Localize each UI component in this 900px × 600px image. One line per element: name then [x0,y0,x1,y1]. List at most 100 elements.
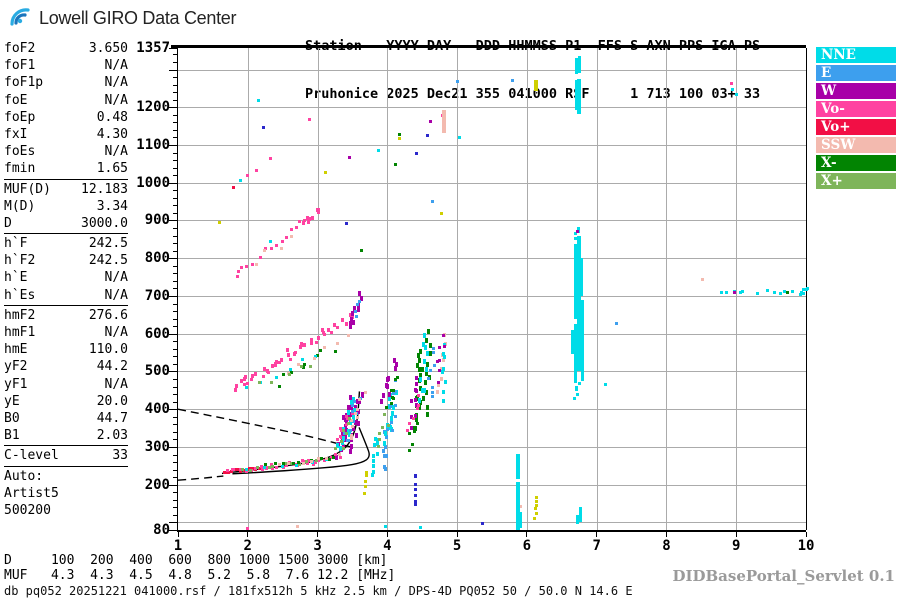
echo-dot [244,264,248,268]
echo-dot [310,341,314,345]
param-value: N/A [104,376,128,392]
echo-dot [270,380,274,384]
echo-dot [438,345,442,349]
echo-dot [311,215,315,220]
echo-dot [441,366,445,371]
echo-dot [340,439,344,445]
echo-dot [344,428,348,433]
echo-dot [442,344,446,348]
echo-dot [342,432,346,436]
echo-dot [261,125,265,129]
echo-dot [317,459,321,463]
echo-dot [419,376,423,382]
echo-dot [311,462,315,466]
echo-dot [573,396,577,400]
echo-dot [274,364,278,368]
echo-dot [351,425,355,431]
echo-dot [441,398,445,403]
x-major-tick [317,532,319,537]
panel-divider [4,178,128,180]
echo-dot [481,522,485,526]
echo-dot [772,291,776,295]
param-label: MUF(D) [4,181,51,197]
echo-dot [265,368,269,373]
echo-dot [441,369,445,374]
echo-dot [275,360,279,365]
param-row: fmin 1.65 [4,160,128,177]
y-minor-tick [173,69,177,71]
echo-dot [415,394,419,400]
y-minor-tick [173,77,177,79]
echo-dot [335,454,339,460]
echo-dot [765,289,769,293]
param-row: MUF(D) 12.183 [4,181,128,198]
param-value: 44.2 [96,359,128,375]
echo-dot [354,310,358,314]
param-value: 44.7 [96,410,128,426]
echo-dot [244,374,248,379]
echo-dot [351,425,355,429]
echo-dot [273,462,277,466]
echo-dot [321,330,325,334]
echo-dot [390,388,394,392]
echo-dot [253,467,257,471]
y-minor-tick [173,129,177,131]
echo-dot [381,393,385,399]
echo-dot [457,135,461,139]
param-value: 3.650 [88,41,128,56]
y-axis-tick-label: 200 [144,476,170,493]
y-minor-tick [173,386,177,388]
echo-dot [382,464,386,469]
echo-dot [441,389,445,394]
echo-dot [254,169,258,173]
y-minor-tick [173,469,177,471]
echo-dot [350,433,354,439]
muf-distance-table: D 100 200 400 600 800 1000 1500 3000 [km… [4,553,395,583]
y-minor-tick [173,439,177,441]
echo-dot [242,382,246,386]
echo-dot [389,405,393,409]
legend-item-w: W [816,83,896,99]
echo-dot [263,246,267,250]
echo-dot [285,463,289,467]
echo-dot [398,136,402,140]
echo-dot [327,328,331,333]
y-minor-tick [173,363,177,365]
echo-streak [581,258,583,296]
echo-dot [258,380,262,384]
echo-dot [301,221,305,226]
echo-dot [333,322,337,327]
y-minor-tick [173,137,177,139]
echo-dot [243,376,247,381]
y-minor-tick [173,145,177,146]
echo-dot [437,358,441,362]
parameter-panel: foF2 3.650 foF1 N/A foF1p N/A foE N/A foEp 0.48 fx… [4,40,128,519]
echo-dot [348,432,352,438]
echo-dot [275,244,279,248]
echo-dot [293,353,297,357]
y-major-tick [169,333,177,335]
echo-dot [341,437,345,442]
echo-dot [577,381,581,385]
echo-dot [418,367,422,373]
echo-dot [340,318,344,323]
echo-dot [281,373,285,377]
echo-dot [422,333,426,339]
echo-dot [421,388,425,394]
echo-dot [296,460,300,464]
param-row: B1 2.03 [4,427,128,444]
echo-dot [350,317,354,323]
echo-dot [804,287,808,291]
echo-dot [339,426,343,430]
echo-dot [341,429,345,435]
echo-dot [440,366,444,371]
echo-dot [385,383,389,389]
echo-dot [310,459,314,463]
echo-dot [292,463,296,467]
echo-dot [234,468,238,472]
param-row: D 3000.0 [4,215,128,232]
echo-dot [303,363,307,367]
echo-dot [349,436,353,440]
y-minor-tick [173,197,177,199]
